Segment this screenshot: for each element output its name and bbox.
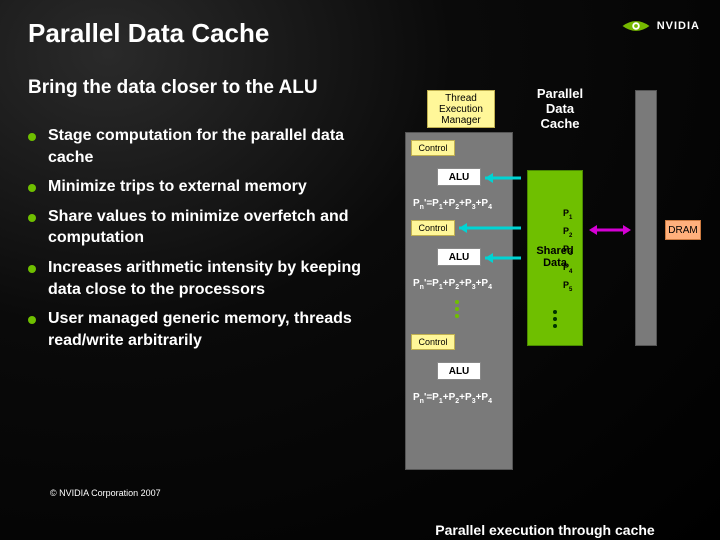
formula: Pn'=P1+P2+P3+P4 [413,278,492,291]
p-item: P5 [563,280,572,293]
bullet-text: Minimize trips to external memory [48,176,307,198]
caption: Parallel execution through cache [430,522,660,538]
bullet-icon [28,214,36,222]
arrow-icon [481,250,529,266]
shared-data-label: Shared Data [528,245,582,269]
logo-text: NVIDIA [657,20,700,32]
bullet-list: Stage computation for the parallel data … [28,125,378,359]
formula: Pn'=P1+P2+P3+P4 [413,198,492,211]
gray-bar-right [635,90,657,346]
p-item: P3 [563,244,572,257]
pdc-label: Parallel Data Cache [525,86,595,131]
bullet-item: Share values to minimize overfetch and c… [28,206,378,249]
p-item: P1 [563,208,572,221]
arrow-icon [585,222,637,238]
arrow-icon [481,170,529,186]
bullet-item: Minimize trips to external memory [28,176,378,198]
bullet-item: Increases arithmetic intensity by keepin… [28,257,378,300]
bullet-icon [28,133,36,141]
control-box: Control [411,220,455,236]
p-item: P2 [563,226,572,239]
slide-title: Parallel Data Cache [28,18,692,49]
bullet-icon [28,265,36,273]
bullet-text: Increases arithmetic intensity by keepin… [48,257,378,300]
diagram: Thread Execution Manager Parallel Data C… [405,90,705,510]
arrow-icon [455,220,529,236]
alu-box: ALU [437,362,481,380]
alu-box: ALU [437,248,481,266]
formula: Pn'=P1+P2+P3+P4 [413,392,492,405]
bullet-icon [28,184,36,192]
dots-icon [455,300,459,318]
bullet-text: Share values to minimize overfetch and c… [48,206,378,249]
control-box: Control [411,334,455,350]
thread-manager-box: Thread Execution Manager [427,90,495,128]
bullet-item: Stage computation for the parallel data … [28,125,378,168]
bullet-icon [28,316,36,324]
dram-box: DRAM [665,220,701,240]
alu-box: ALU [437,168,481,186]
bullet-item: User managed generic memory, threads rea… [28,308,378,351]
bullet-text: Stage computation for the parallel data … [48,125,378,168]
slide: Parallel Data Cache NVIDIA Bring the dat… [0,0,720,540]
nvidia-logo: NVIDIA [621,16,700,36]
copyright: © NVIDIA Corporation 2007 [50,488,161,498]
bullet-text: User managed generic memory, threads rea… [48,308,378,351]
dots-icon [553,310,557,328]
nvidia-eye-icon [621,16,651,36]
p-item: P4 [563,262,572,275]
control-box: Control [411,140,455,156]
